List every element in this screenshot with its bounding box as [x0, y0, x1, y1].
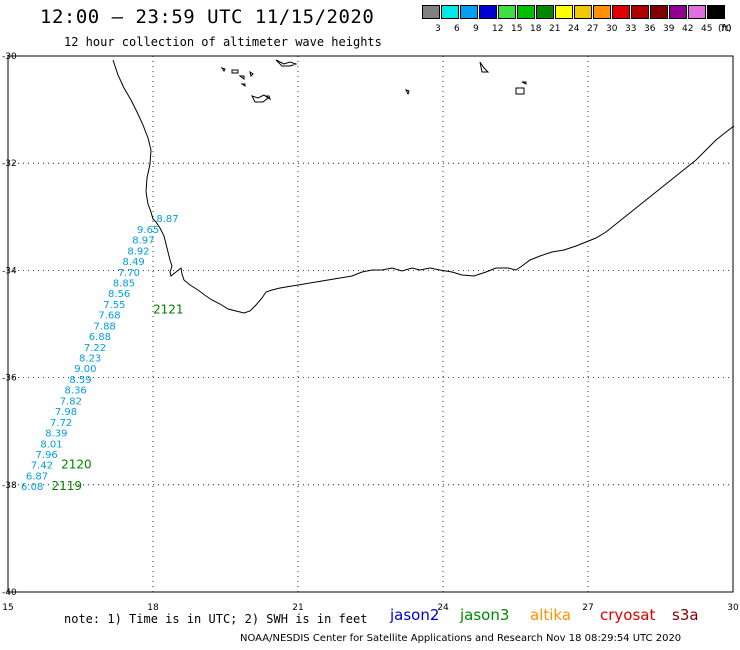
scale-label: 33 [625, 24, 637, 34]
wave-height-label: 7.98 [55, 407, 77, 418]
scale-label: 27 [587, 24, 599, 34]
island-mark [220, 59, 527, 103]
wave-height-label: 8.97 [132, 236, 154, 247]
scale-swatch [555, 5, 573, 19]
pass-number-label: 2120 [61, 458, 92, 472]
lon-tick-label: 30 [727, 603, 739, 613]
scale-swatch [479, 5, 497, 19]
footer-credit: NOAA/NESDIS Center for Satellite Applica… [240, 633, 682, 644]
lon-tick-label: 24 [437, 603, 449, 613]
footer-note: note: 1) Time is in UTC; 2) SWH is in fe… [64, 612, 368, 626]
scale-swatch [631, 5, 649, 19]
scale-label: 39 [663, 24, 675, 34]
pass-number-label: 2119 [52, 479, 83, 493]
scale-label: 18 [530, 24, 542, 34]
lat-tick-label: -34 [2, 266, 17, 276]
scale-swatch [650, 5, 668, 19]
map-title: 12:00 — 23:59 UTC 11/15/2020 [40, 6, 375, 28]
scale-swatch [707, 5, 725, 19]
scale-label: 21 [549, 24, 561, 34]
lon-tick-label: 27 [582, 603, 593, 613]
scale-label: 36 [644, 24, 656, 34]
scale-label: 6 [454, 24, 460, 34]
scale-label: 24 [568, 24, 580, 34]
satellite-legend-item: jason3 [460, 606, 510, 624]
wave-height-label: 7.82 [60, 396, 82, 407]
scale-swatch [422, 5, 440, 19]
lat-tick-label: -36 [2, 374, 17, 384]
scale-label: 12 [492, 24, 504, 34]
lat-tick-label: -40 [2, 588, 17, 598]
scale-swatch [460, 5, 478, 19]
wave-height-label: 9.65 [137, 225, 159, 236]
wave-height-label: 7.42 [31, 461, 53, 472]
lon-tick-label: 15 [2, 603, 13, 613]
scale-label: 70 [720, 24, 732, 34]
lat-tick-label: -32 [2, 159, 17, 169]
scale-swatch [517, 5, 535, 19]
wave-height-label: 8.01 [40, 439, 62, 450]
wave-height-label: 6.87 [26, 471, 48, 482]
scale-swatch [612, 5, 630, 19]
wave-height-label: 8.56 [108, 289, 130, 300]
scale-unit: (ft) [718, 24, 732, 34]
wave-height-label: 6.08 [21, 482, 43, 493]
map-frame [7, 55, 734, 593]
wave-height-label: 8.49 [123, 257, 145, 268]
scale-swatch [536, 5, 554, 19]
satellite-legend-item: s3a [672, 606, 699, 624]
altimeter-track: 8.879.658.978.928.497.708.858.567.557.68… [21, 214, 179, 493]
wave-height-label: 8.23 [79, 354, 101, 365]
wave-height-label: 7.96 [36, 450, 58, 461]
wave-height-label: 7.70 [118, 268, 140, 279]
wave-height-label: 9.00 [74, 364, 96, 375]
wave-height-label: 7.72 [50, 418, 72, 429]
scale-label: 45 [701, 24, 713, 34]
scale-label: 9 [473, 24, 479, 34]
scale-swatch [688, 5, 706, 19]
lat-tick-label: -38 [2, 481, 17, 491]
coastline-path [112, 59, 735, 314]
scale-swatch [441, 5, 459, 19]
pass-labels: 2121 2120 2119 [52, 302, 184, 493]
wave-height-label: 8.87 [156, 214, 178, 225]
wave-height-label: 7.22 [84, 343, 106, 354]
scale-label: 15 [511, 24, 523, 34]
satellite-legend-item: altika [530, 606, 572, 624]
scale-swatch [574, 5, 592, 19]
wave-height-label: 8.85 [113, 278, 135, 289]
lon-tick-label: 21 [292, 603, 303, 613]
wave-height-label: 7.68 [98, 311, 120, 322]
pass-number-label: 2121 [153, 302, 184, 316]
wave-height-label: 8.36 [65, 386, 87, 397]
scale-swatch [498, 5, 516, 19]
scale-swatch [669, 5, 687, 19]
wave-height-label: 7.55 [103, 300, 125, 311]
satellite-legend-item: cryosat [600, 606, 656, 624]
wave-height-label: 6.88 [89, 332, 111, 343]
scale-label: 3 [435, 24, 441, 34]
scale-swatch [593, 5, 611, 19]
wave-height-label: 8.59 [69, 375, 91, 386]
lon-tick-label: 18 [147, 603, 159, 613]
coastline [112, 59, 735, 314]
satellite-legend-item: jason2 [390, 606, 440, 624]
map-subtitle: 12 hour collection of altimeter wave hei… [64, 35, 382, 49]
wave-height-label: 7.88 [94, 321, 116, 332]
scale-label: 30 [606, 24, 618, 34]
map-grid: 15 18 21 24 27 30 -30 -32 -34 -36 -38 -40 [2, 52, 739, 613]
lat-tick-label: -30 [2, 52, 17, 62]
wave-height-label: 8.92 [127, 246, 149, 257]
scale-label: 42 [682, 24, 694, 34]
wave-height-label: 8.39 [45, 429, 67, 440]
